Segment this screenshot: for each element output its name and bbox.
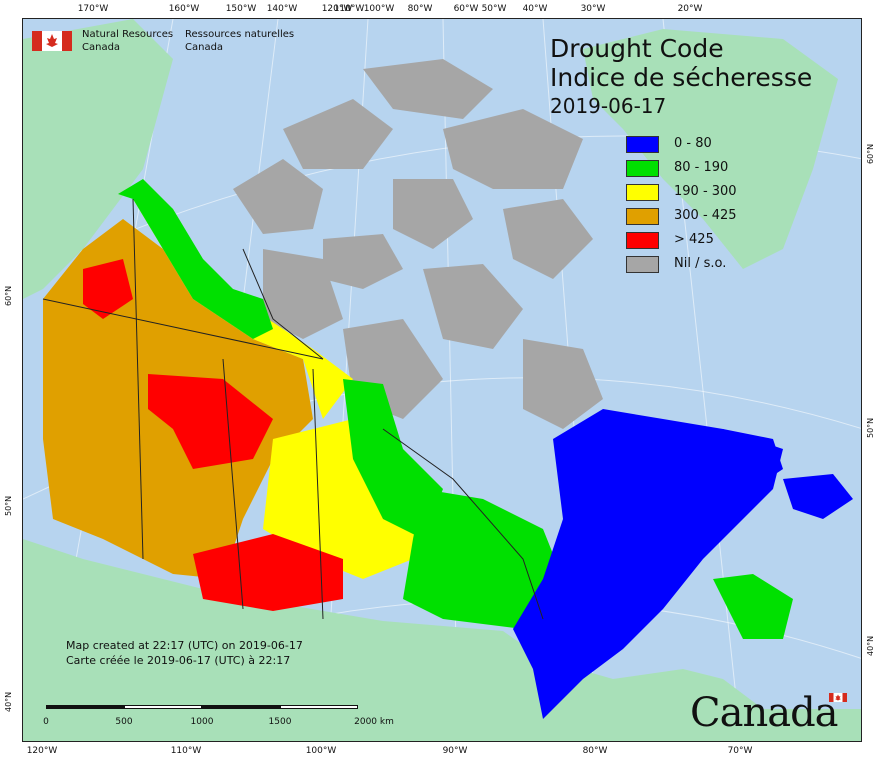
legend-swatch — [626, 232, 659, 249]
legend-swatch — [626, 136, 659, 153]
map-canvas — [22, 18, 862, 742]
legend-swatch — [626, 208, 659, 225]
canada-wordmark: Canada — [690, 690, 847, 736]
right-tick-label: 60°N — [866, 143, 875, 164]
bottom-tick-label: 100°W — [305, 746, 337, 756]
scale-label: 500 — [115, 717, 133, 727]
top-tick-label: 20°W — [677, 4, 703, 14]
top-tick-label: 110°W — [333, 4, 365, 14]
region-80-190-manitoba — [343, 379, 443, 539]
top-tick-label: 50°W — [481, 4, 507, 14]
top-tick-label: 80°W — [407, 4, 433, 14]
bottom-tick-label: 90°W — [442, 746, 468, 756]
region-0-80-labrador — [683, 429, 783, 489]
legend-swatch — [626, 256, 659, 273]
scale-label: 0 — [43, 717, 49, 727]
agency-name-fr: Ressources naturelles Canada — [185, 29, 295, 53]
bottom-tick-label: 80°W — [582, 746, 608, 756]
drought-map-svg — [23, 19, 861, 741]
region-425-center — [148, 374, 273, 469]
top-tick-label: 170°W — [77, 4, 109, 14]
top-tick-label: 160°W — [168, 4, 200, 14]
scale-segment — [280, 705, 358, 709]
bottom-tick-label: 70°W — [727, 746, 753, 756]
region-80-190-ontario — [403, 489, 563, 629]
left-tick-label: 40°N — [4, 691, 13, 712]
wordmark-flag-icon — [829, 693, 847, 702]
top-tick-label: 30°W — [580, 4, 606, 14]
provincial-boundaries — [42, 198, 544, 620]
canada-flag-icon — [32, 31, 72, 51]
scale-label: 1000 — [190, 717, 214, 727]
title-fr: Indice de sécheresse — [550, 63, 813, 92]
bottom-tick-label: 110°W — [170, 746, 202, 756]
top-tick-label: 120°W — [321, 4, 353, 14]
agency-name-en: Natural Resources Canada — [82, 29, 174, 53]
map-date: 2019-06-17 — [550, 94, 667, 118]
region-80-190-maritimes — [713, 574, 793, 639]
region-425-nw — [83, 259, 133, 319]
right-tick-label: 50°N — [866, 417, 875, 438]
legend-swatch — [626, 160, 659, 177]
map-credit: Map created at 22:17 (UTC) on 2019-06-17… — [66, 639, 303, 667]
greenland-land — [583, 29, 838, 269]
region-425-south — [193, 534, 343, 611]
top-tick-label: 60°W — [453, 4, 479, 14]
scale-label: 2000 km — [354, 717, 394, 727]
scale-segment — [124, 705, 202, 709]
map-title: Drought Code Indice de sécheresse 2019-0… — [550, 34, 812, 120]
alaska-land — [23, 19, 173, 299]
top-tick-label: 100°W — [363, 4, 395, 14]
bottom-tick-label: 120°W — [26, 746, 58, 756]
scale-label: 1500 — [268, 717, 292, 727]
top-tick-label: 40°W — [522, 4, 548, 14]
scale-segment — [46, 705, 124, 709]
region-80-190-north — [118, 179, 273, 339]
region-0-80-newfoundland — [783, 474, 853, 519]
legend-swatch — [626, 184, 659, 201]
right-tick-label: 40°N — [866, 635, 875, 656]
top-tick-label: 150°W — [225, 4, 257, 14]
title-en: Drought Code — [550, 34, 724, 63]
left-tick-label: 60°N — [4, 285, 13, 306]
left-tick-label: 50°N — [4, 495, 13, 516]
top-tick-label: 140°W — [266, 4, 298, 14]
usa-land — [23, 539, 861, 741]
scale-segment — [202, 705, 280, 709]
